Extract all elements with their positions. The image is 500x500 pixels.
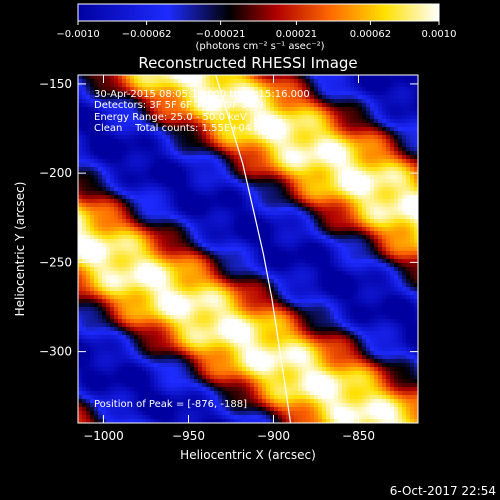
y-tick-label: −200 bbox=[39, 166, 72, 180]
x-tick-label: −900 bbox=[257, 429, 290, 443]
x-axis-label: Heliocentric X (arcsec) bbox=[180, 448, 316, 462]
colorbar: −0.0010 −0.00062 −0.00021 0.00021 0.00062 0.0… bbox=[56, 3, 457, 52]
colorbar-unit-label: (photons cm⁻² s⁻¹ asec⁻²) bbox=[195, 41, 324, 52]
info-line-energy: Energy Range: 25.0 - 50.0 keV bbox=[94, 112, 247, 123]
plot-frame bbox=[77, 74, 419, 424]
colorbar-tick-label: −0.0010 bbox=[56, 29, 99, 40]
y-tick-label: −300 bbox=[39, 345, 72, 359]
chart-title: Reconstructed RHESSI Image bbox=[138, 54, 357, 72]
y-tick-label: −150 bbox=[39, 77, 72, 91]
solar-limb-line bbox=[215, 75, 292, 423]
colorbar-tick-label: −0.00021 bbox=[196, 29, 246, 40]
info-block: 30-Apr-2015 08:05:16.000 to 08:15:16.000… bbox=[94, 89, 310, 134]
x-tick-label: −850 bbox=[342, 429, 375, 443]
axis-ticks: −1000 −950 −900 −850 −150 −200 −250 −300 bbox=[39, 75, 418, 443]
info-line-clean: Clean Total counts: 1.55E+04 bbox=[94, 123, 251, 134]
peak-position: Position of Peak = [-876, -188] bbox=[94, 399, 247, 410]
info-line-detectors: Detectors: 3F 5F 6F 7F 8F 9F 3R 9 bbox=[94, 100, 264, 111]
colorbar-gradient bbox=[77, 3, 440, 22]
footer-timestamp: 6-Oct-2017 22:54 bbox=[390, 484, 496, 498]
x-tick-label: −950 bbox=[172, 429, 205, 443]
colorbar-ticks: −0.0010 −0.00062 −0.00021 0.00021 0.00062 0.0… bbox=[56, 21, 457, 40]
colorbar-tick-label: 0.00062 bbox=[350, 29, 391, 40]
x-tick-label: −1000 bbox=[83, 429, 124, 443]
info-line-time: 30-Apr-2015 08:05:16.000 to 08:15:16.000 bbox=[94, 89, 310, 100]
plot-area: −1000 −950 −900 −850 −150 −200 −250 −300 30-Apr… bbox=[39, 74, 419, 443]
y-axis-label: Heliocentric Y (arcsec) bbox=[13, 182, 27, 317]
y-tick-label: −250 bbox=[39, 255, 72, 269]
colorbar-tick-label: −0.00062 bbox=[122, 29, 172, 40]
colorbar-tick-label: 0.0010 bbox=[422, 29, 457, 40]
colorbar-tick-label: 0.00021 bbox=[276, 29, 317, 40]
